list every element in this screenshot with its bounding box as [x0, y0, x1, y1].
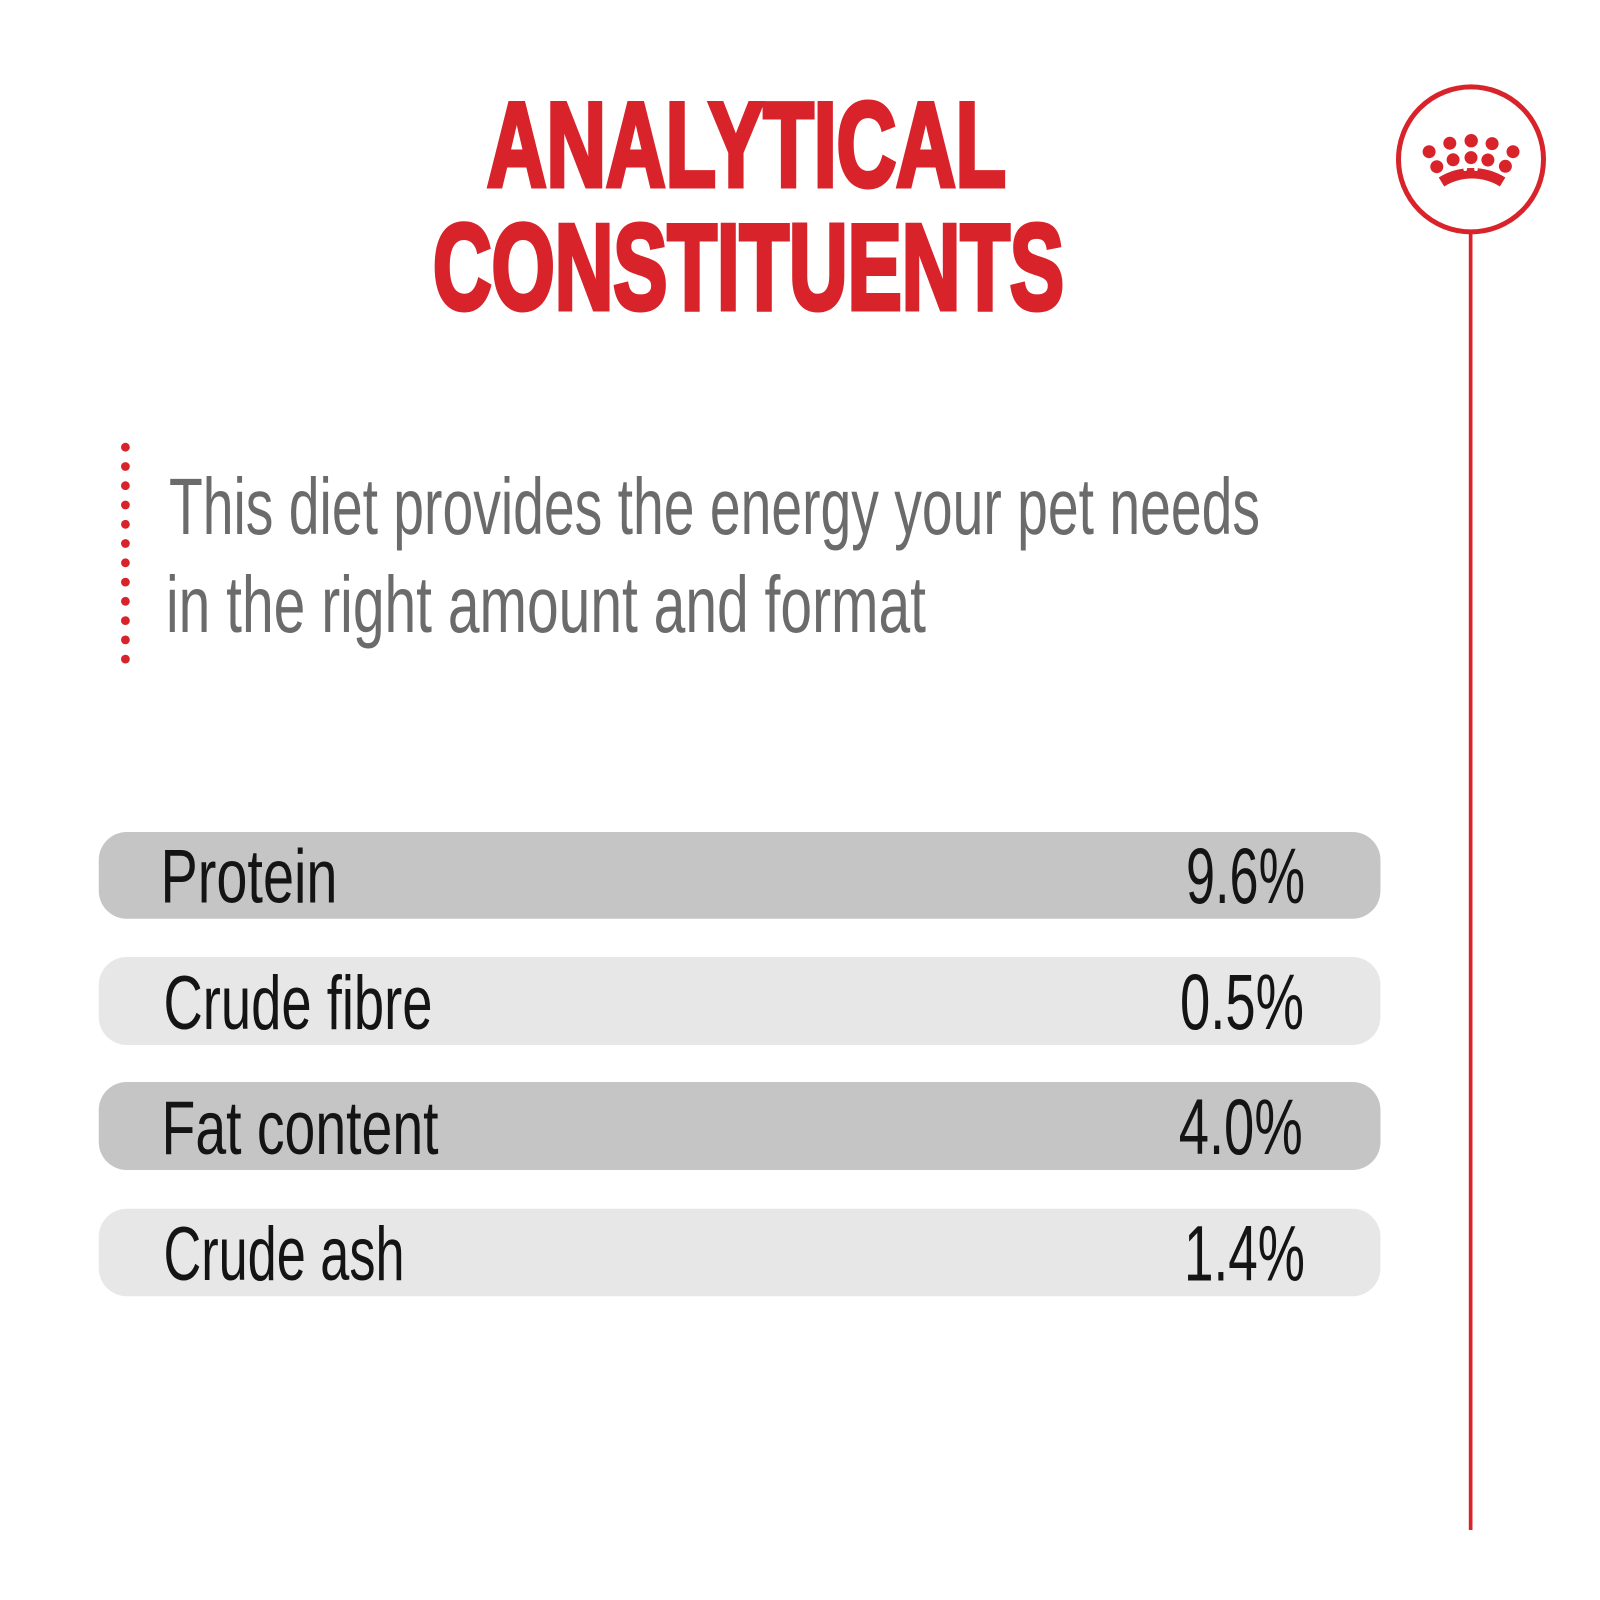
svg-text:in the right amount and format: in the right amount and format — [166, 560, 926, 649]
svg-text:Crude fibre: Crude fibre — [164, 961, 433, 1046]
svg-text:9.6%: 9.6% — [1186, 831, 1305, 920]
svg-text:Fat content: Fat content — [162, 1086, 439, 1171]
svg-text:4.0%: 4.0% — [1179, 1082, 1303, 1171]
svg-text:This diet provides the energy: This diet provides the energy your pet n… — [169, 462, 1260, 551]
svg-text:ANALYTICAL: ANALYTICAL — [487, 78, 1006, 212]
svg-text:Crude ash: Crude ash — [164, 1212, 405, 1297]
svg-text:1.4%: 1.4% — [1184, 1209, 1305, 1298]
svg-text:Protein: Protein — [161, 835, 338, 920]
svg-text:0.5%: 0.5% — [1180, 957, 1304, 1046]
svg-text:CONSTITUENTS: CONSTITUENTS — [433, 199, 1064, 335]
